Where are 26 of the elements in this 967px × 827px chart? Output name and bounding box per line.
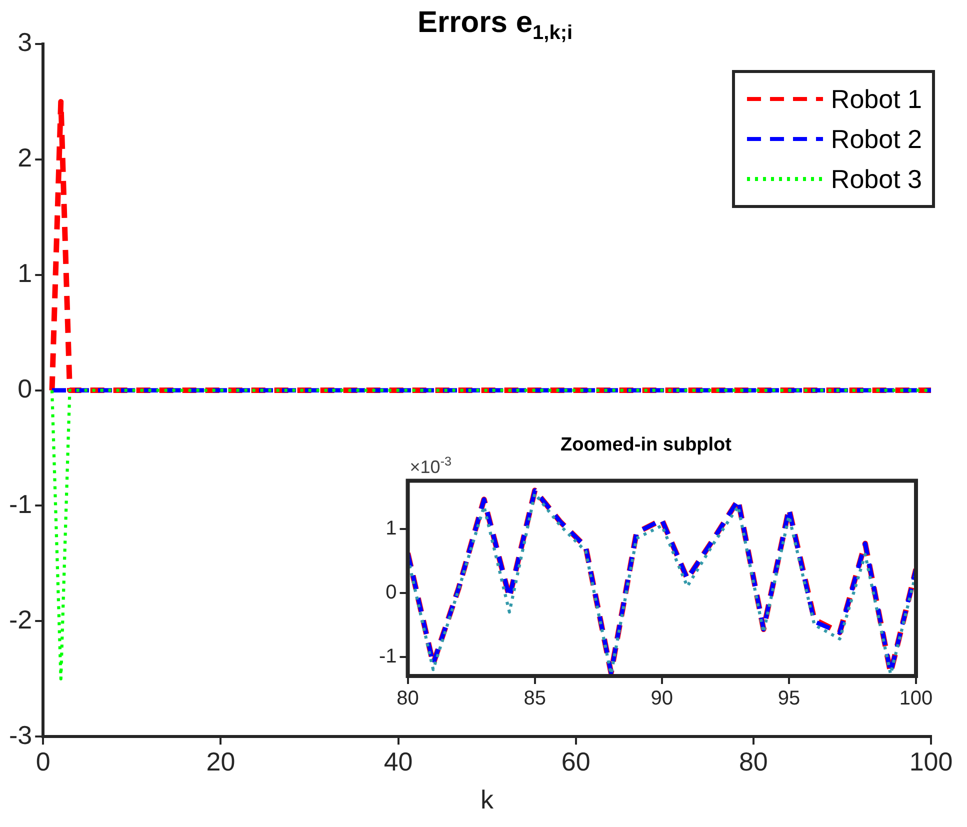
y-tick-label: 0 bbox=[386, 581, 397, 604]
x-tick-label: 80 bbox=[738, 746, 768, 776]
legend-label: Robot 3 bbox=[830, 164, 922, 194]
chart-title: Zoomed-in subplot bbox=[560, 434, 732, 456]
x-tick-label: 90 bbox=[650, 688, 674, 710]
chart-title: Errors e$_{1,k;i}$ bbox=[416, 6, 574, 45]
x-tick-label: 100 bbox=[899, 688, 933, 710]
y-tick-label: 1 bbox=[18, 258, 32, 288]
y-tick-label: -3 bbox=[8, 720, 32, 750]
x-tick-label: 80 bbox=[396, 688, 419, 710]
y-tick-label: 3 bbox=[18, 27, 32, 58]
y-tick-label: 2 bbox=[18, 142, 32, 173]
y-tick-label: 1 bbox=[386, 517, 397, 540]
y-tick-label: -1 bbox=[8, 488, 32, 519]
x-tick-label: 85 bbox=[524, 688, 546, 710]
legend-label: Robot 1 bbox=[830, 84, 922, 114]
x-tick-label: 100 bbox=[909, 746, 953, 776]
x-tick-label: 20 bbox=[206, 746, 236, 776]
y-tick-label: -1 bbox=[378, 645, 397, 668]
x-tick-label: 40 bbox=[384, 746, 413, 776]
x-tick-label: 95 bbox=[778, 688, 800, 710]
legend-label: Robot 2 bbox=[830, 124, 922, 154]
y-tick-label: -2 bbox=[8, 604, 32, 634]
x-axis-title: k bbox=[480, 784, 495, 815]
x-tick-label: 60 bbox=[561, 746, 590, 776]
y-tick-label: 0 bbox=[18, 373, 32, 404]
